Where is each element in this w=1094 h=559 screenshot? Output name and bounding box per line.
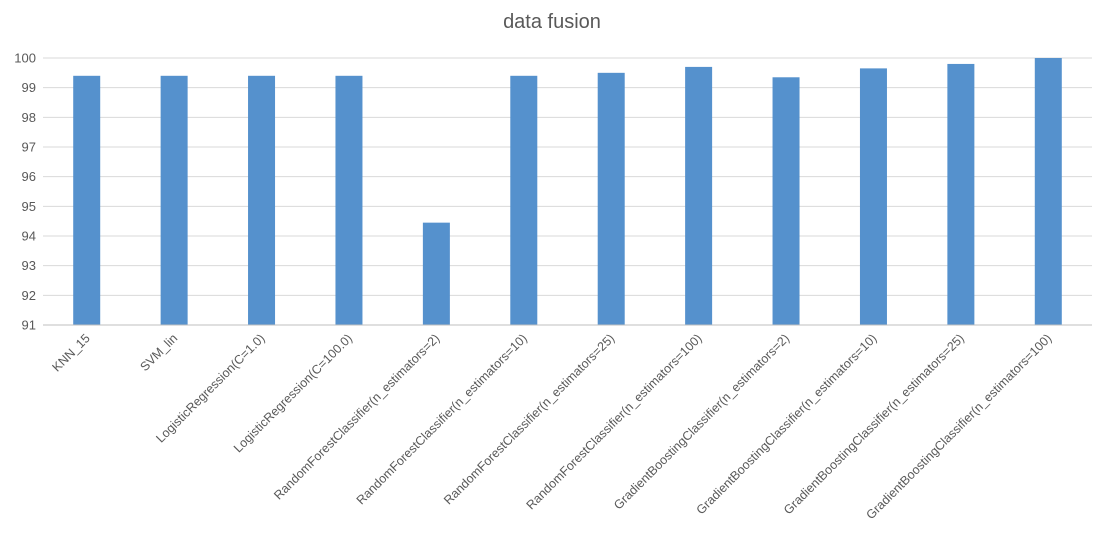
x-tick-label: RandomForestClassifier(n_estimators=25) bbox=[441, 331, 617, 507]
y-tick-label: 99 bbox=[22, 80, 36, 95]
y-tick-label: 97 bbox=[22, 140, 36, 155]
x-tick-label: SVM_lin bbox=[137, 331, 180, 374]
gridlines bbox=[43, 57, 1092, 296]
y-tick-label: 96 bbox=[22, 169, 36, 184]
bar bbox=[685, 66, 713, 326]
x-tick-label: GradientBoostingClassifier(n_estimators=… bbox=[694, 331, 880, 517]
bar bbox=[510, 75, 538, 325]
x-tick-label: RandomForestClassifier(n_estimators=10) bbox=[354, 331, 530, 507]
y-tick-label: 92 bbox=[22, 288, 36, 303]
x-tick-label: RandomForestClassifier(n_estimators=100) bbox=[524, 331, 705, 512]
bars bbox=[73, 58, 1062, 326]
bar bbox=[73, 75, 101, 325]
y-tick-label: 93 bbox=[22, 258, 36, 273]
x-tick-label: GradientBoostingClassifier(n_estimators=… bbox=[863, 331, 1054, 522]
bar bbox=[597, 72, 625, 325]
y-tick-label: 95 bbox=[22, 199, 36, 214]
bar bbox=[335, 75, 363, 325]
bar bbox=[772, 77, 800, 326]
bar bbox=[859, 68, 887, 325]
x-tick-label: GradientBoostingClassifier(n_estimators=… bbox=[611, 331, 792, 512]
bar bbox=[947, 63, 975, 325]
x-axis: KNN_15 SVM_linLogisticRegression(C=1.0)Lo… bbox=[50, 331, 1055, 522]
bar bbox=[248, 75, 276, 325]
x-tick-label: KNN_15 bbox=[50, 331, 93, 374]
bar bbox=[1034, 58, 1062, 325]
bar bbox=[422, 222, 450, 325]
y-tick-label: 98 bbox=[22, 110, 36, 125]
bar bbox=[160, 75, 188, 325]
y-tick-label: 91 bbox=[22, 318, 36, 333]
chart-title: data fusion bbox=[503, 11, 601, 33]
x-tick-label: RandomForestClassifier(n_estimators=2) bbox=[271, 331, 442, 502]
y-tick-label: 94 bbox=[22, 229, 36, 244]
y-tick-label: 100 bbox=[14, 51, 36, 66]
y-axis: 91 92 93 94 95 96 97 98 99 100 bbox=[14, 51, 36, 333]
x-tick-label: GradientBoostingClassifier(n_estimators=… bbox=[781, 331, 967, 517]
